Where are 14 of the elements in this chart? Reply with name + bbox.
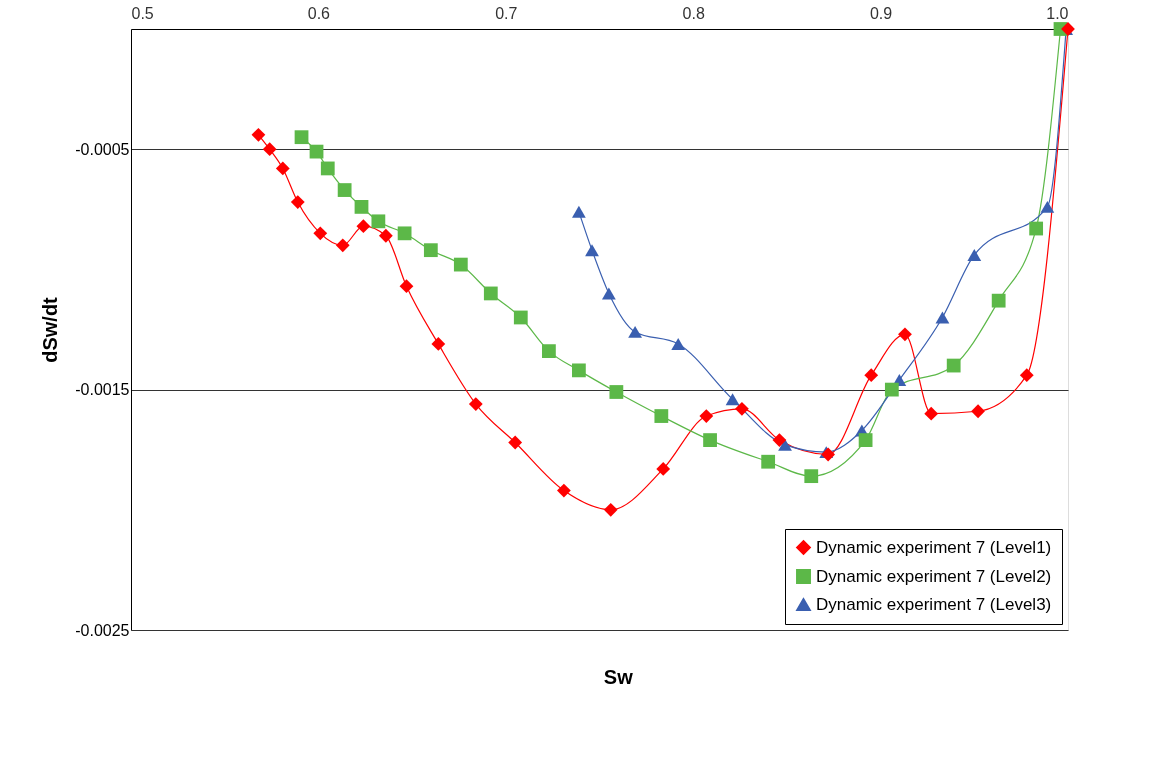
x-axis-title: Sw [603, 666, 634, 688]
x-tick-label: 0.9 [869, 4, 893, 22]
x-tick-label: 1.0 [1046, 4, 1069, 22]
y-tick-label: -0.0015 [75, 381, 130, 399]
y-axis-title: dSw/dt [39, 296, 62, 363]
x-tick-label: 0.6 [307, 4, 331, 22]
y-tick-label: -0.0005 [75, 140, 130, 158]
legend-label: Dynamic experiment 7 (Level1) [816, 537, 1052, 557]
legend-label: Dynamic experiment 7 (Level2) [816, 566, 1052, 586]
x-tick-label: 0.8 [682, 4, 705, 22]
legend-label: Dynamic experiment 7 (Level3) [816, 594, 1052, 614]
y-tick-label: -0.0025 [75, 621, 130, 639]
x-tick-label: 0.5 [131, 4, 154, 22]
x-tick-label: 0.7 [495, 4, 518, 22]
